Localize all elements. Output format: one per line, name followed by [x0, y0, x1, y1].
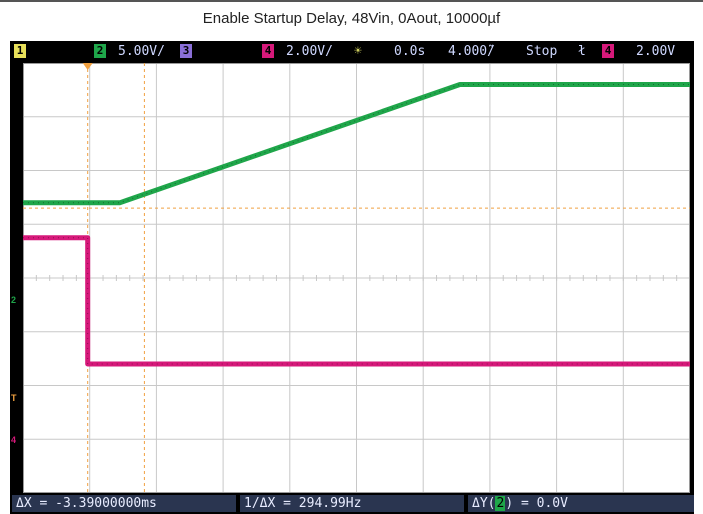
trace-ch4: [23, 235, 690, 367]
delta-y-prefix: ΔY(: [472, 496, 496, 511]
traces: [23, 82, 690, 367]
chart-title: Enable Startup Delay, 48Vin, 0Aout, 1000…: [202, 10, 501, 27]
top-rule: [0, 0, 703, 2]
timebase-readout[interactable]: 4.000̃/: [448, 44, 495, 59]
cursors: [23, 63, 690, 493]
plot-border: [23, 63, 690, 493]
ch2-ground-marker[interactable]: 2: [11, 295, 17, 305]
delta-x-readout[interactable]: ΔX = -3.39000000ms: [12, 495, 236, 512]
delta-y-channel: 2: [495, 496, 506, 511]
ch4-ground-marker[interactable]: 4: [11, 435, 17, 445]
ch4-tag[interactable]: 4: [262, 44, 274, 58]
status-bar: 1 2 5.00V/ 3 4 2.00V/ ☀ 0.0s 4.000̃/ Sto…: [10, 41, 694, 63]
run-state[interactable]: Stop: [526, 44, 558, 59]
delay-readout[interactable]: 0.0s: [394, 44, 426, 59]
ch4-scale[interactable]: 2.00V/: [286, 44, 333, 59]
trigger-level[interactable]: 2.00V: [636, 44, 676, 59]
trigger-channel-tag[interactable]: 4: [602, 44, 614, 58]
delta-y-readout[interactable]: ΔY(2) = 0.0V: [468, 495, 694, 512]
trigger-edge-icon[interactable]: ł: [578, 44, 586, 59]
waveform-plot: [23, 63, 690, 493]
trigger-level-marker[interactable]: T: [11, 393, 17, 403]
ch3-tag[interactable]: 3: [180, 44, 192, 58]
ch1-tag[interactable]: 1: [14, 44, 26, 58]
measurement-bar: ΔX = -3.39000000ms 1/ΔX = 294.99Hz ΔY(2)…: [10, 493, 694, 514]
ch2-tag[interactable]: 2: [94, 44, 106, 58]
sun-icon[interactable]: ☀: [354, 44, 362, 59]
inverse-delta-x-readout[interactable]: 1/ΔX = 294.99Hz: [240, 495, 464, 512]
delta-y-suffix: ) = 0.0V: [505, 496, 568, 511]
grid: [23, 63, 690, 493]
oscilloscope-screen: 1 2 5.00V/ 3 4 2.00V/ ☀ 0.0s 4.000̃/ Sto…: [10, 41, 694, 514]
marker-column: 2 T 4: [10, 63, 23, 493]
trigger-position-marker: [82, 63, 93, 70]
ch2-scale[interactable]: 5.00V/: [118, 44, 165, 59]
plot-area[interactable]: [23, 63, 690, 493]
trace-ch2: [23, 82, 690, 206]
